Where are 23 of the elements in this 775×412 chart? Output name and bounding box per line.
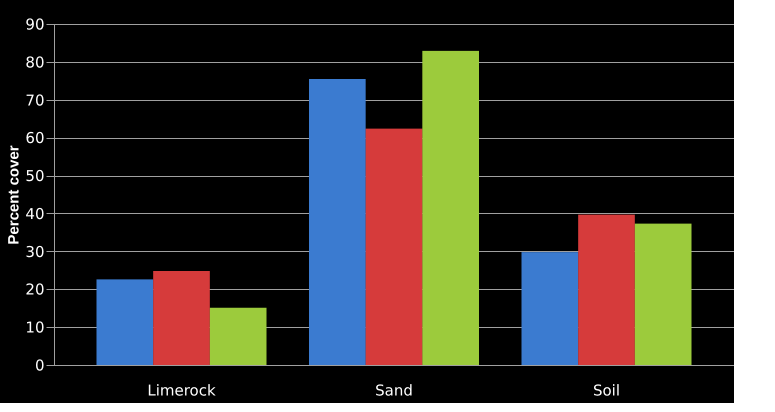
y-tick-label: 90	[25, 16, 44, 34]
bar	[96, 279, 154, 365]
y-tick-label: 60	[25, 129, 44, 148]
y-axis-title: Percent cover	[5, 145, 22, 245]
bar	[366, 128, 422, 365]
y-tick-label: 70	[25, 91, 44, 110]
bar	[153, 271, 210, 365]
y-tick-label: 30	[25, 242, 44, 261]
y-tick-label: 40	[25, 204, 44, 223]
bar	[309, 78, 366, 365]
y-tick-label: 50	[25, 167, 44, 186]
bar	[578, 214, 635, 365]
x-tick-label: Limerock	[147, 382, 216, 400]
y-tick-label: 0	[34, 356, 44, 374]
y-tick-label: 20	[25, 280, 44, 299]
x-tick-label: Soil	[592, 382, 620, 400]
bar	[634, 224, 692, 365]
y-tick-label: 80	[25, 53, 44, 72]
bar	[210, 308, 266, 365]
x-tick-label: Sand	[375, 382, 413, 400]
bar	[522, 252, 578, 365]
y-tick-label: 10	[25, 318, 44, 337]
bar	[422, 50, 479, 365]
